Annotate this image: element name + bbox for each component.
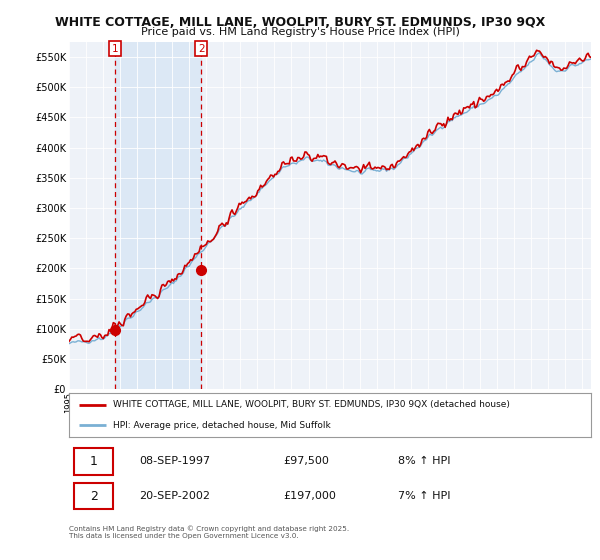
Bar xyxy=(115,42,201,389)
Text: 08-SEP-1997: 08-SEP-1997 xyxy=(139,456,211,466)
Text: 1: 1 xyxy=(112,44,118,54)
FancyBboxPatch shape xyxy=(74,483,113,509)
Text: £197,000: £197,000 xyxy=(283,491,336,501)
Text: Price paid vs. HM Land Registry's House Price Index (HPI): Price paid vs. HM Land Registry's House … xyxy=(140,27,460,37)
Text: 20-SEP-2002: 20-SEP-2002 xyxy=(139,491,211,501)
Text: 2: 2 xyxy=(198,44,205,54)
Text: 8% ↑ HPI: 8% ↑ HPI xyxy=(398,456,451,466)
Text: £97,500: £97,500 xyxy=(283,456,329,466)
FancyBboxPatch shape xyxy=(74,448,113,474)
Text: 7% ↑ HPI: 7% ↑ HPI xyxy=(398,491,451,501)
Text: Contains HM Land Registry data © Crown copyright and database right 2025.
This d: Contains HM Land Registry data © Crown c… xyxy=(69,525,349,539)
Text: WHITE COTTAGE, MILL LANE, WOOLPIT, BURY ST. EDMUNDS, IP30 9QX (detached house): WHITE COTTAGE, MILL LANE, WOOLPIT, BURY … xyxy=(113,400,510,409)
Text: WHITE COTTAGE, MILL LANE, WOOLPIT, BURY ST. EDMUNDS, IP30 9QX: WHITE COTTAGE, MILL LANE, WOOLPIT, BURY … xyxy=(55,16,545,29)
Text: HPI: Average price, detached house, Mid Suffolk: HPI: Average price, detached house, Mid … xyxy=(113,421,331,430)
Text: 2: 2 xyxy=(90,489,98,502)
Text: 1: 1 xyxy=(90,455,98,468)
